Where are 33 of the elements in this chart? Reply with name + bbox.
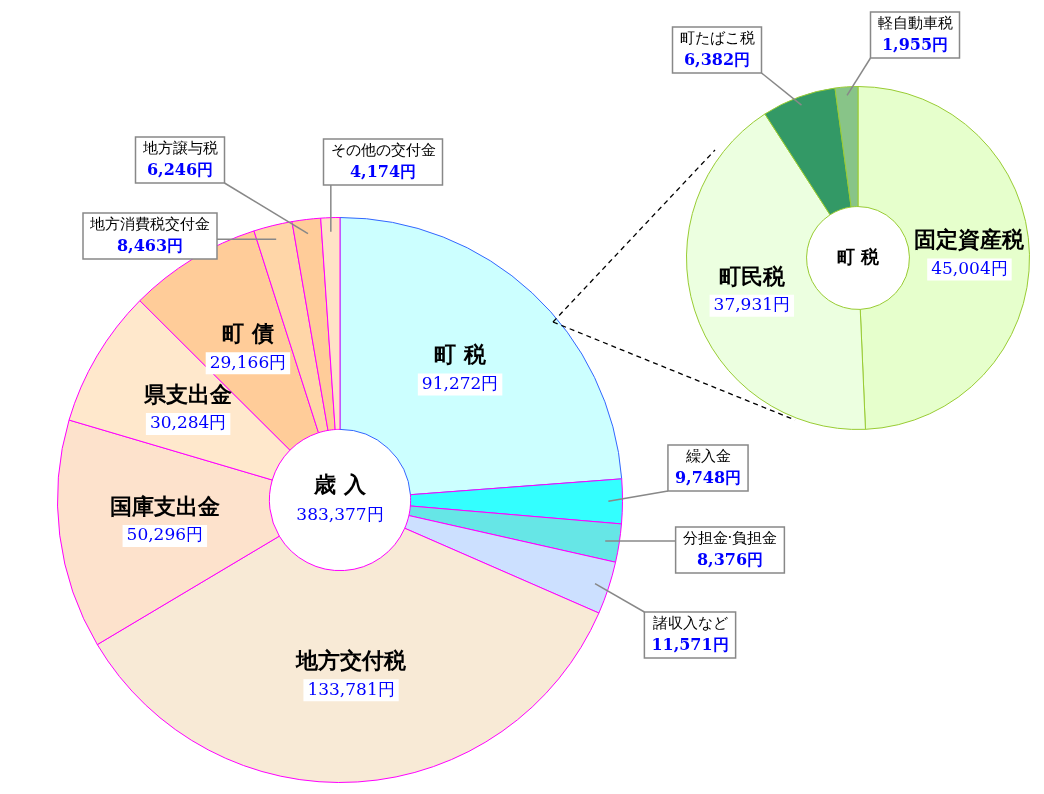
data-label: 1,955円 (881, 35, 949, 55)
slice-label: 軽自動車税 (877, 13, 953, 32)
slice-label: 県支出金 (143, 381, 233, 407)
slice-label: 町たばこ税 (679, 28, 755, 47)
data-label: 8,376円 (696, 550, 764, 570)
slice-label: 地方交付税 (295, 647, 408, 673)
text: 町 税 (836, 245, 881, 267)
data-label: 30,284円 (149, 412, 227, 433)
slice-label: 町 債 (222, 321, 274, 347)
data-label: 37,931円 (713, 294, 791, 315)
slice-label: 国庫支出金 (109, 493, 220, 519)
data-label: 4,174円 (349, 162, 417, 182)
slice-label: その他の交付金 (330, 140, 436, 159)
text: 383,377円 (296, 504, 384, 525)
data-label: 11,571円 (651, 635, 729, 655)
data-label: 91,272円 (421, 372, 499, 393)
slice-label: 繰入金 (684, 446, 731, 465)
data-label: 29,166円 (209, 351, 287, 372)
slice-label: 固定資産税 (914, 227, 1026, 253)
slice-label: 分担金·負担金 (682, 528, 778, 547)
slice-label: 諸収入など (652, 613, 728, 632)
slice-label: 町 税 (434, 342, 487, 368)
data-label: 50,296円 (126, 524, 204, 545)
text: 歳 入 (313, 471, 367, 497)
data-label: 133,781円 (307, 678, 395, 699)
slice-label: 地方消費税交付金 (89, 214, 210, 233)
data-label: 9,748円 (674, 468, 742, 488)
slice-label: 地方譲与税 (141, 138, 218, 157)
slice-label: 町民税 (718, 263, 786, 289)
data-label: 6,246円 (146, 160, 214, 180)
data-label: 45,004円 (931, 258, 1008, 278)
data-label: 6,382円 (683, 50, 751, 70)
data-label: 8,463円 (116, 236, 184, 256)
